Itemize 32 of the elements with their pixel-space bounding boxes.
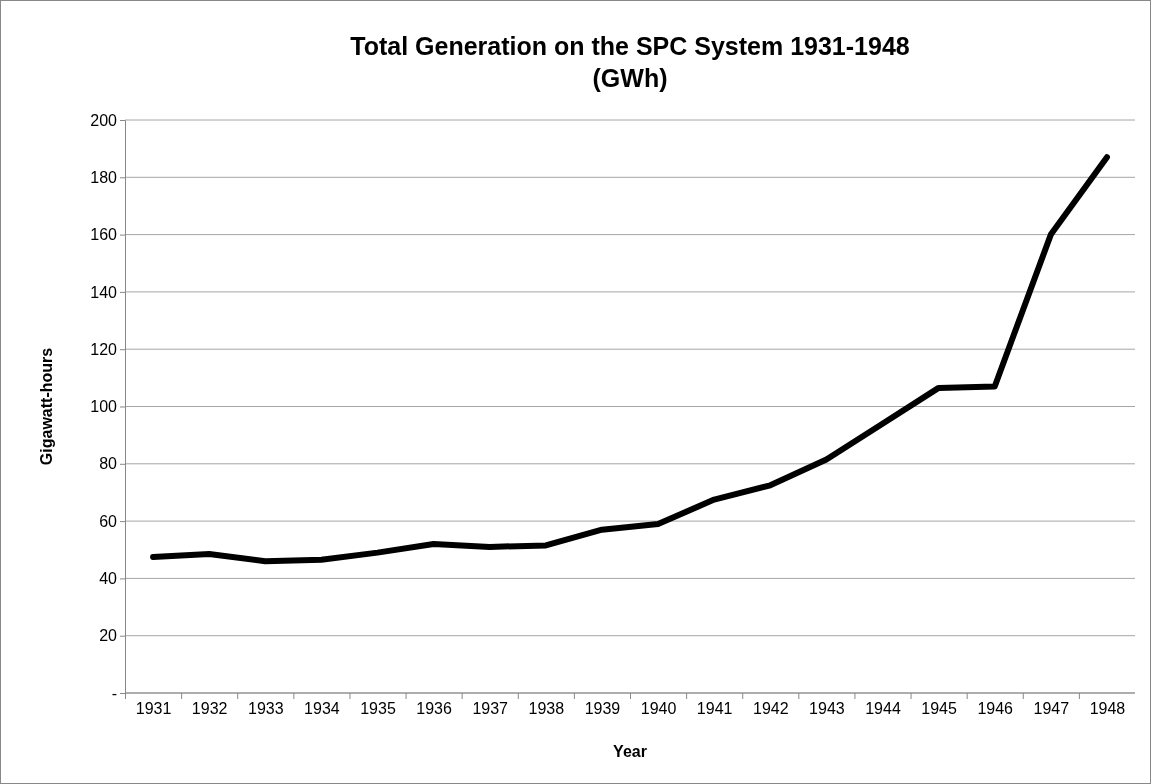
- x-tick-label: 1938: [528, 700, 565, 718]
- y-tick-label: 140: [90, 283, 118, 301]
- x-tick-label: 1940: [640, 700, 677, 718]
- x-tick-label: 1933: [247, 700, 284, 718]
- x-tick-label: 1946: [977, 700, 1014, 718]
- x-tick-label: 1947: [1033, 700, 1070, 718]
- x-tick-label: 1943: [809, 700, 845, 718]
- y-tick-label: 100: [90, 398, 118, 416]
- y-tick-label: 160: [90, 226, 118, 244]
- x-tick-label: 1939: [584, 700, 621, 718]
- x-tick-label: 1931: [135, 700, 172, 718]
- x-tick-label: 1937: [472, 700, 509, 718]
- x-tick-label: 1944: [865, 700, 901, 718]
- y-tick-label: 80: [99, 455, 118, 473]
- x-tick-label: 1942: [752, 700, 789, 718]
- x-axis-title: Year: [613, 743, 647, 760]
- y-tick-label: 200: [90, 111, 118, 129]
- chart-title: Total Generation on the SPC System 1931-1948 (GWh): [350, 32, 910, 92]
- y-tick-label: 20: [99, 627, 118, 645]
- x-tick-label: 1936: [416, 700, 453, 718]
- x-tick-label: 1934: [304, 700, 340, 718]
- x-tick-label: 1945: [921, 700, 958, 718]
- x-tick-label: 1941: [696, 700, 733, 718]
- x-tick-label: 1948: [1089, 700, 1126, 718]
- y-tick-label: 180: [90, 168, 118, 186]
- y-tick-label: 60: [99, 512, 118, 530]
- y-tick-label: 40: [99, 570, 118, 588]
- x-tick-label: 1935: [360, 700, 396, 718]
- y-tick-label: 120: [90, 340, 118, 358]
- x-tick-label: 1932: [191, 700, 228, 718]
- y-axis-title: Gigawatt-hours: [38, 347, 55, 466]
- y-tick-label: -: [111, 684, 117, 702]
